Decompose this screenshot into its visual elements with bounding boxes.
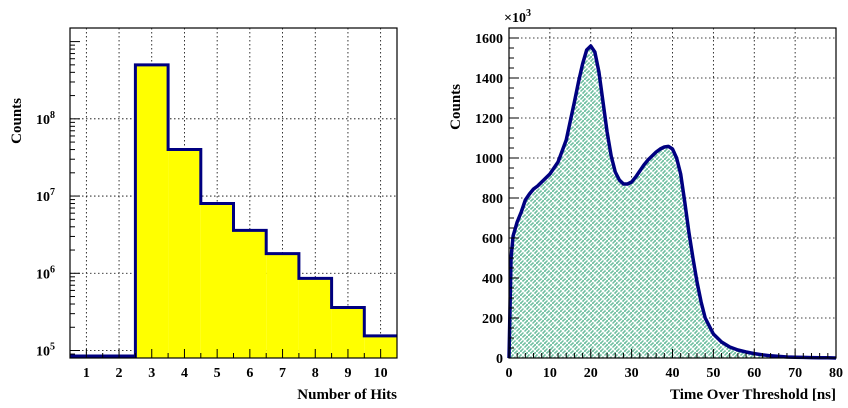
- tot-y-tick-label: 400: [482, 272, 503, 287]
- tot-y-multiplier-exp: 3: [526, 8, 531, 19]
- hits-histogram-outline: [70, 63, 397, 358]
- hits-x-axis-title: Number of Hits: [297, 387, 397, 403]
- tot-area-fill: [509, 46, 836, 358]
- hits-bin-10: [364, 335, 397, 358]
- tot-y-tick-label: 800: [482, 192, 503, 207]
- hits-bin-4: [168, 149, 201, 358]
- hits-y-tick-base: 10: [36, 113, 50, 128]
- tot-y-tick-label: 1000: [475, 152, 503, 167]
- hits-bin-3: [135, 64, 169, 358]
- tot-x-tick-label: 0: [506, 366, 513, 381]
- hits-x-tick-label: 1: [83, 366, 90, 381]
- hits-bin-7: [266, 253, 299, 358]
- hits-y-tick-exp: 7: [50, 187, 55, 198]
- tot-y-multiplier: ×103: [504, 8, 531, 26]
- hits-bin-8: [298, 278, 332, 358]
- hits-y-tick-label: 105: [36, 342, 55, 360]
- hits-x-tick-label: 9: [344, 366, 351, 381]
- tot-y-tick-label: 200: [482, 312, 503, 327]
- tot-x-tick-label: 80: [829, 366, 843, 381]
- hits-y-tick-label: 106: [36, 264, 55, 282]
- tot-y-tick-label: 0: [496, 352, 503, 367]
- hits-x-tick-label: 3: [148, 366, 155, 381]
- hits-y-axis-title: Counts: [9, 98, 25, 144]
- tot-distribution: 0 10 20 30 40 50 60 70 80 0 200 400 600 800 1000 1200 1…: [448, 8, 843, 403]
- tot-y-axis-title: Counts: [448, 84, 464, 130]
- hits-y-tick-label: 108: [36, 110, 55, 128]
- hits-x-tick-label: 7: [279, 366, 286, 381]
- tot-y-tick-label: 600: [482, 232, 503, 247]
- hits-x-tick-label: 8: [312, 366, 319, 381]
- hits-y-tick-exp: 6: [50, 264, 55, 275]
- tot-x-tick-label: 10: [543, 366, 557, 381]
- hits-bin-6: [233, 230, 267, 358]
- hits-x-tick-label: 2: [116, 366, 123, 381]
- tot-x-tick-label: 20: [584, 366, 598, 381]
- hits-bin-5: [200, 203, 234, 358]
- tot-x-tick-label: 30: [625, 366, 639, 381]
- hits-y-tick-exp: 5: [50, 342, 55, 353]
- tot-x-tick-label: 50: [706, 366, 720, 381]
- tot-x-tick-label: 70: [788, 366, 802, 381]
- tot-y-multiplier-base: ×10: [504, 11, 526, 26]
- hits-y-tick-base: 10: [36, 267, 50, 282]
- hits-x-tick-label: 4: [181, 366, 188, 381]
- hits-y-tick-exp: 8: [50, 110, 55, 121]
- hits-x-tick-label: 10: [374, 366, 388, 381]
- hits-x-tick-label: 5: [214, 366, 221, 381]
- tot-x-tick-label: 40: [666, 366, 680, 381]
- hits-x-tick-label: 6: [246, 366, 253, 381]
- tot-y-tick-label: 1200: [475, 112, 503, 127]
- tot-x-axis-title: Time Over Threshold [ns]: [670, 387, 836, 403]
- tot-series-line: [507, 44, 837, 360]
- hits-y-tick-base: 10: [36, 345, 50, 360]
- hits-y-tick-base: 10: [36, 190, 50, 205]
- hits-y-tick-label: 107: [36, 187, 55, 205]
- tot-y-tick-label: 1600: [475, 32, 503, 47]
- tot-y-tick-label: 1400: [475, 72, 503, 87]
- tot-x-tick-label: 60: [747, 366, 761, 381]
